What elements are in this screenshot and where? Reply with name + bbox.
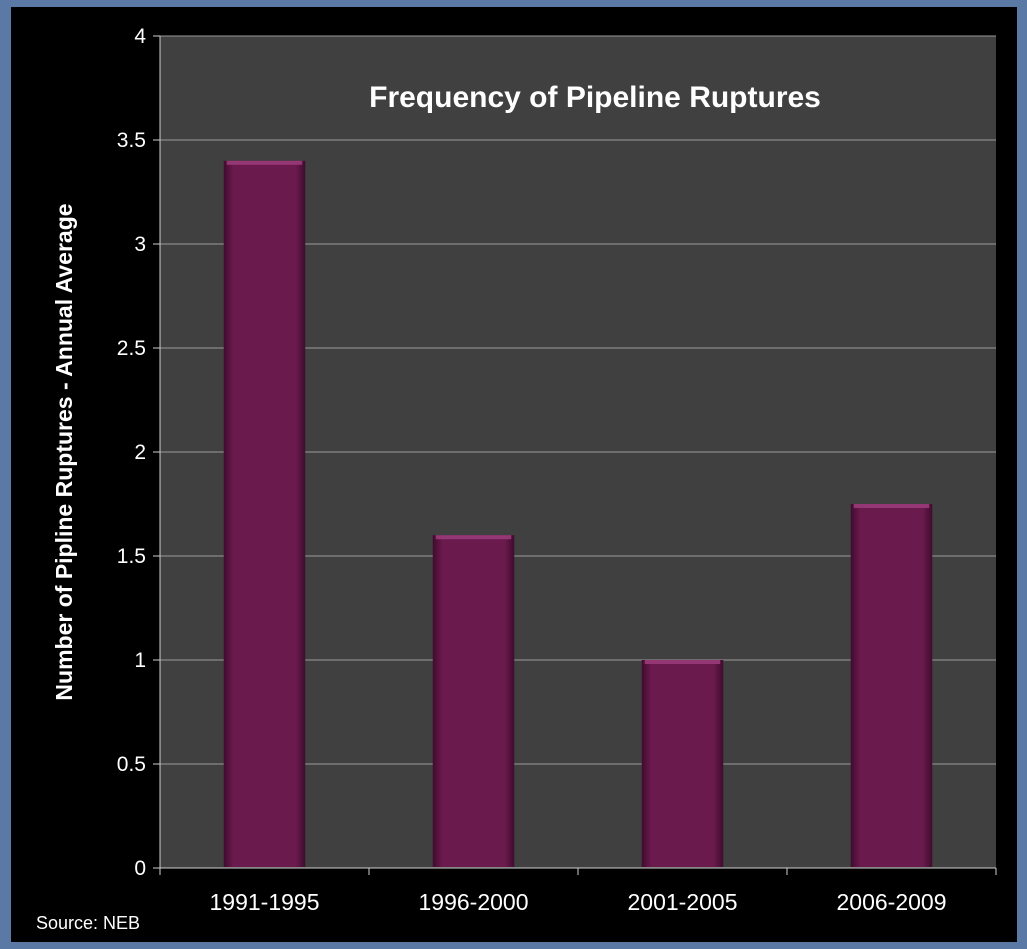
bar xyxy=(850,504,933,867)
bar xyxy=(432,535,515,867)
x-tick-label: 1991-1995 xyxy=(210,889,320,915)
x-tick-label: 2001-2005 xyxy=(628,889,738,915)
y-tick-label: 2 xyxy=(134,441,146,464)
bar xyxy=(641,660,724,867)
bar-top-bevel xyxy=(853,504,930,508)
x-tick-labels: 1991-1995 1996-2000 2001-2005 2006-2009 xyxy=(210,889,947,915)
y-tick-label: 3 xyxy=(134,233,146,256)
x-tick-label: 1996-2000 xyxy=(419,889,529,915)
chart-title: Frequency of Pipeline Ruptures xyxy=(369,81,821,114)
y-axis-title: Number of Pipline Ruptures - Annual Aver… xyxy=(51,203,77,700)
y-tick-label: 1.5 xyxy=(117,545,146,568)
source-note: Source: NEB xyxy=(36,913,140,933)
y-tick-label: 3.5 xyxy=(117,129,146,152)
y-tick-label: 4 xyxy=(134,25,146,48)
axes xyxy=(153,35,997,875)
bar-fill xyxy=(850,504,933,867)
chart-frame: 0 0.5 1 1.5 2 2.5 3 3.5 4 1991-1995 1996-2000 2001… xyxy=(11,7,1017,942)
bar-fill xyxy=(223,160,306,868)
y-tick-label: 0.5 xyxy=(117,753,146,776)
y-tick-label: 1 xyxy=(134,649,146,672)
y-tick-labels: 0 0.5 1 1.5 2 2.5 3 3.5 4 xyxy=(117,25,147,880)
bar xyxy=(223,160,306,868)
x-tick-label: 2006-2009 xyxy=(837,889,947,915)
bars xyxy=(223,160,933,868)
bar-chart: 0 0.5 1 1.5 2 2.5 3 3.5 4 1991-1995 1996-2000 2001… xyxy=(36,25,997,933)
bar-top-bevel xyxy=(435,535,512,540)
bar-fill xyxy=(432,535,515,867)
bar-fill xyxy=(641,660,724,867)
bar-top-bevel xyxy=(226,160,303,165)
y-tick-label: 2.5 xyxy=(117,337,146,360)
y-tick-label: 0 xyxy=(134,857,146,880)
bar-top-bevel xyxy=(644,660,721,664)
